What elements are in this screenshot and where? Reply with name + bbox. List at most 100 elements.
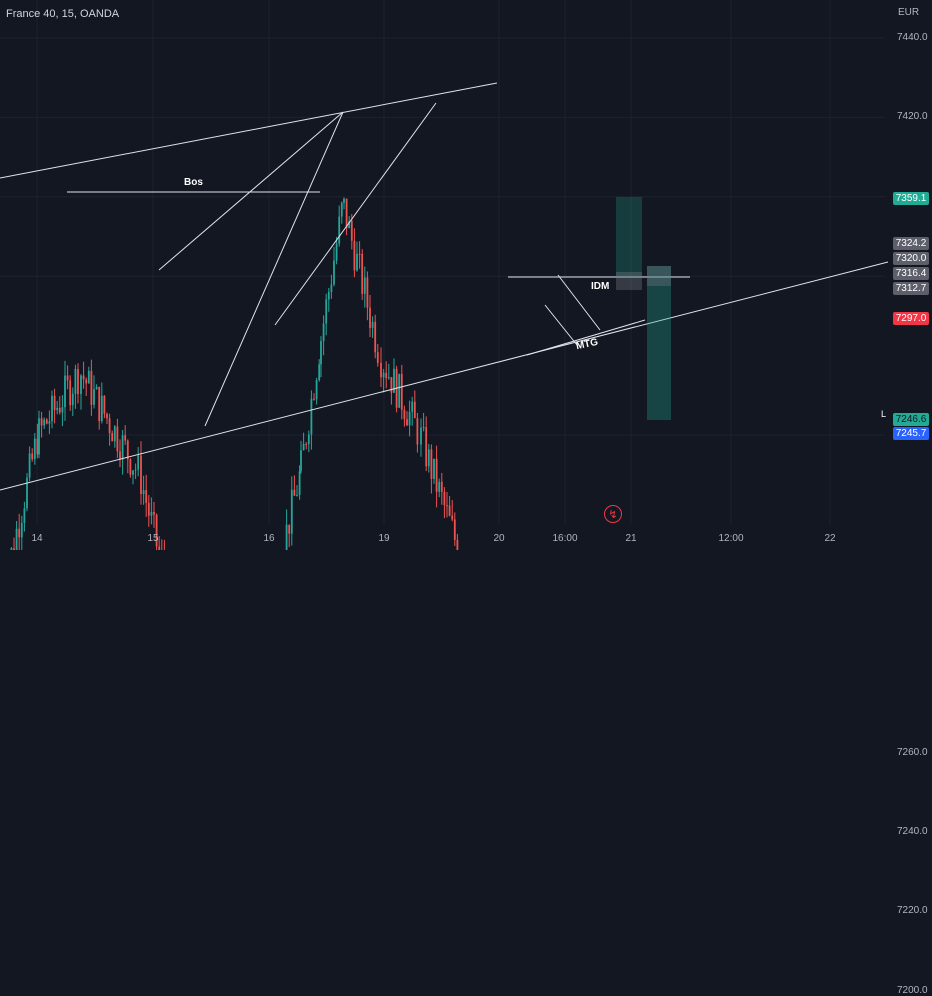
- price-badge: 7359.1: [893, 192, 929, 205]
- candle-body: [353, 240, 356, 271]
- mtg-line-1[interactable]: [526, 319, 646, 356]
- candle-body: [134, 469, 137, 471]
- candle-body: [451, 515, 454, 520]
- candle-body: [374, 321, 377, 353]
- symbol-title[interactable]: France 40, 15, OANDA: [6, 8, 120, 20]
- stop-entry-box[interactable]: [647, 266, 671, 286]
- candle-body: [380, 362, 382, 378]
- lightning-icon[interactable]: ↯: [604, 505, 622, 523]
- candle-body: [416, 418, 419, 445]
- candle-body: [69, 380, 72, 406]
- candle-body: [71, 393, 74, 406]
- candle-body: [393, 368, 395, 393]
- entry-zone-box[interactable]: [616, 272, 642, 290]
- candle-body: [61, 407, 64, 413]
- candle-body: [40, 418, 43, 426]
- candle-body: [310, 398, 313, 435]
- trend-line-2[interactable]: [204, 111, 344, 427]
- bos-label: Bos: [184, 177, 203, 188]
- candle-body: [132, 470, 134, 475]
- candle-body: [100, 395, 103, 422]
- candle-body: [15, 528, 18, 550]
- candle-body: [28, 453, 31, 478]
- channel-lower-line[interactable]: [0, 261, 889, 491]
- time-tick-label: 21: [625, 533, 637, 544]
- candle-body: [38, 418, 40, 455]
- candle-body: [398, 373, 401, 408]
- candle-body: [36, 438, 39, 455]
- trend-line-1[interactable]: [158, 111, 344, 271]
- price-badge: 7312.7: [893, 282, 929, 295]
- price-badge: 7246.6: [893, 413, 929, 426]
- target-zone-box[interactable]: [616, 197, 642, 277]
- candle-body: [106, 413, 108, 419]
- time-tick-label: 16:00: [552, 533, 578, 544]
- time-tick-label: 22: [824, 533, 836, 544]
- price-badge: 7245.7: [893, 427, 929, 440]
- currency-label[interactable]: EUR: [898, 7, 920, 18]
- candle-body: [427, 449, 430, 467]
- candle-body: [366, 277, 369, 308]
- candle-body: [51, 395, 53, 422]
- price-badge: 7324.2: [893, 237, 929, 250]
- candle-body: [288, 524, 291, 534]
- time-tick-label: 20: [493, 533, 505, 544]
- candle-body: [124, 435, 127, 441]
- candle-body: [31, 453, 34, 460]
- candle-body: [385, 372, 388, 379]
- candle-body: [150, 512, 153, 516]
- candle-body: [43, 419, 46, 426]
- candle-body: [435, 458, 438, 492]
- candle-body: [108, 418, 111, 434]
- candle-body: [422, 427, 425, 429]
- candle-body: [361, 253, 364, 294]
- candle-body: [80, 375, 82, 395]
- price-tick-label: 7440.0: [897, 32, 928, 43]
- time-tick-label: 12:00: [718, 533, 744, 544]
- price-chart[interactable]: [0, 0, 932, 550]
- candle-body: [343, 198, 345, 203]
- price-tick-label: 7240.0: [897, 826, 928, 837]
- price-tick-label: 7420.0: [897, 111, 928, 123]
- drawings-group[interactable]: [0, 82, 889, 550]
- candle-body: [340, 202, 343, 217]
- candle-body: [90, 370, 93, 405]
- stop-zone-box[interactable]: [647, 266, 671, 420]
- mtg-line-3[interactable]: [544, 304, 578, 346]
- trend-line-3[interactable]: [274, 102, 437, 326]
- candle-body: [98, 386, 101, 422]
- candle-body: [333, 260, 335, 285]
- mtg-line-2[interactable]: [557, 274, 601, 331]
- candle-body: [290, 489, 293, 534]
- price-tick-label: 7260.0: [897, 746, 928, 758]
- candle-body: [425, 427, 428, 467]
- candle-body: [74, 369, 77, 394]
- candle-body: [121, 435, 124, 460]
- candle-body: [363, 277, 366, 294]
- idm-label: IDM: [591, 281, 610, 292]
- candle-body: [111, 433, 114, 442]
- candle-body: [140, 455, 142, 495]
- candle-body: [369, 307, 371, 328]
- candle-body: [327, 291, 330, 300]
- candle-body: [53, 395, 56, 411]
- candle-body: [440, 481, 443, 492]
- candle-body: [430, 449, 433, 479]
- price-tick-label: 7220.0: [897, 905, 928, 917]
- chart-grid: [0, 0, 885, 525]
- candle-body: [64, 375, 66, 408]
- candle-body: [315, 380, 318, 400]
- candle-body: [137, 455, 140, 470]
- channel-upper-line[interactable]: [0, 82, 498, 179]
- candle-body: [403, 409, 406, 420]
- candle-body: [85, 379, 88, 384]
- candle-body: [420, 427, 422, 445]
- candle-body: [58, 407, 61, 413]
- candle-body: [153, 512, 155, 515]
- time-tick-label: 19: [378, 533, 390, 544]
- candle-body: [142, 490, 145, 495]
- candle-body: [330, 284, 333, 292]
- candles-group: [10, 197, 459, 550]
- candle-body: [453, 519, 456, 540]
- price-badge: 7297.0: [893, 312, 929, 325]
